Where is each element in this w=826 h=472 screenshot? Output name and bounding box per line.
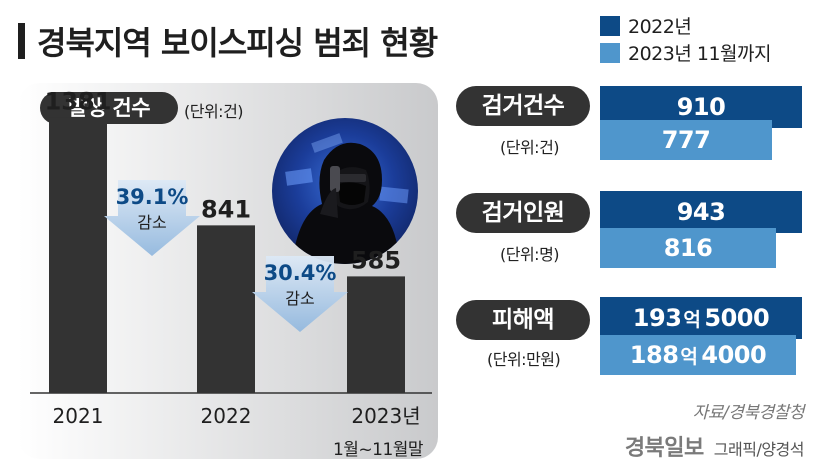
- credit-line: 경북일보 그래픽/양경석: [624, 430, 805, 462]
- damage-2023-unit-eok: 억: [680, 345, 698, 368]
- hooded-caller-illustration: [272, 118, 418, 264]
- arrested-people-2023-value: 816: [663, 234, 713, 262]
- legend-swatch-2023: [600, 42, 620, 63]
- occurrence-unit: (단위:건): [184, 102, 244, 121]
- hooded-figure-icon: [285, 133, 409, 264]
- damage-2022-value-b: 5000: [704, 304, 770, 332]
- legend-swatch-2022: [600, 15, 620, 36]
- brand-logo: 경북일보: [624, 436, 704, 461]
- damage-unit: (단위:만원): [487, 350, 561, 369]
- x-tick-sub-label: 1월~11월말: [332, 440, 424, 460]
- arrests-bar-2023: 777: [600, 120, 772, 160]
- arrests-2022-value: 910: [676, 93, 726, 121]
- arrested-people-pill: 검거인원: [456, 193, 590, 233]
- damage-bar-2023: 188 억 4000: [600, 335, 796, 375]
- arrests-2023-value: 777: [661, 126, 711, 154]
- arrested-people-bar-2022: 943: [600, 191, 802, 233]
- damage-2022-value-a: 193: [632, 304, 682, 332]
- damage-2022-unit-eok: 억: [683, 308, 701, 331]
- legend-label-2022: 2022년: [628, 16, 692, 38]
- arrested-people-unit: (단위:명): [500, 245, 560, 264]
- source-note: 자료/경북경찰청: [692, 403, 805, 423]
- legend-label-2023: 2023년 11월까지: [628, 43, 772, 65]
- arrests-pill: 검거건수: [456, 86, 590, 126]
- arrested-people-2022-value: 943: [676, 198, 726, 226]
- damage-2023-value-b: 4000: [701, 341, 767, 369]
- occurrence-pill: 발생 건수: [40, 92, 178, 124]
- title-marker: [18, 23, 25, 59]
- arrested-people-bar-2023: 816: [600, 228, 776, 268]
- legend: 2022년 2023년 11월까지: [600, 12, 772, 66]
- damage-pill: 피해액: [456, 300, 590, 340]
- graphic-credit: 그래픽/양경석: [713, 440, 805, 459]
- legend-item-2022: 2022년: [600, 12, 771, 39]
- title-block: 경북지역 보이스피싱 범죄 현황: [18, 18, 438, 64]
- page-title: 경북지역 보이스피싱 범죄 현황: [37, 24, 438, 62]
- legend-item-2023: 2023년 11월까지: [600, 39, 772, 66]
- damage-bar-2022: 193 억 5000: [600, 297, 802, 339]
- damage-2023-value-a: 188: [629, 341, 679, 369]
- arrests-unit: (단위:건): [500, 138, 560, 157]
